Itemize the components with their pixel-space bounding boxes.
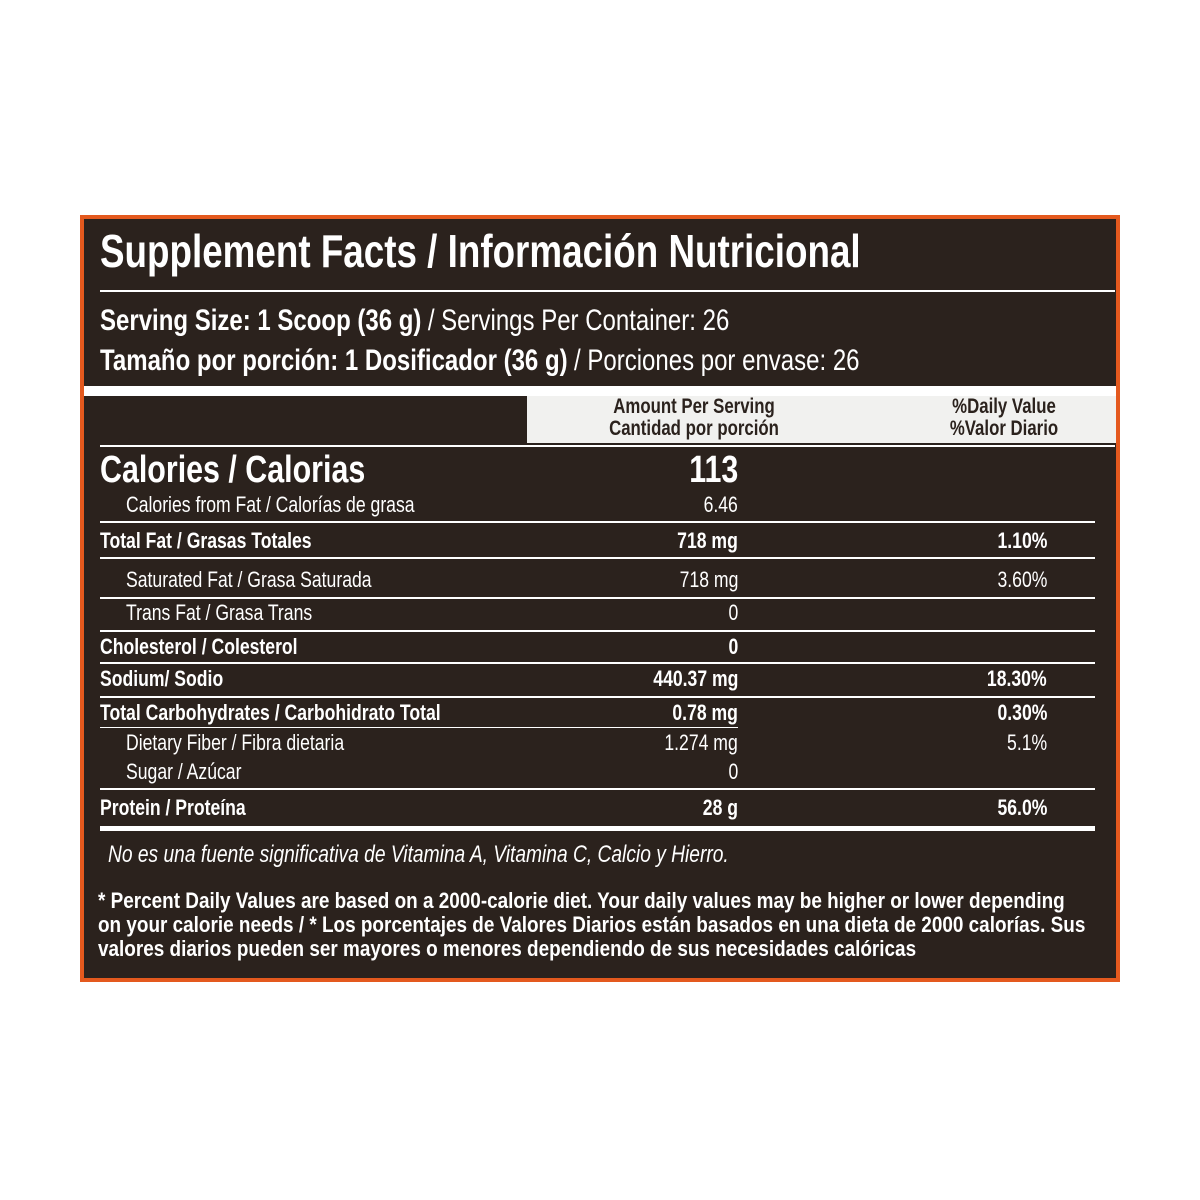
header-text: %Valor Diario (949, 417, 1059, 441)
serving-line: Tamaño por porción: 1 Dosificador (36 g)… (100, 341, 860, 380)
row-amount: 440.37 mg (652, 665, 738, 691)
row-label: Dietary Fiber / Fibra dietaria (126, 729, 345, 755)
row-amount: 718 mg (679, 566, 738, 592)
serving-text: / Porciones por envase: 26 (574, 343, 860, 377)
rule (100, 630, 1095, 632)
rule (100, 727, 738, 728)
footnote-line: valores diarios pueden ser mayores o men… (98, 935, 917, 961)
title: Supplement Facts / Información Nutricion… (100, 225, 861, 278)
header-box (527, 396, 1116, 443)
rule (100, 788, 1095, 790)
row-daily: 18.30% (987, 665, 1047, 691)
row-daily: 56.0% (997, 794, 1047, 820)
serving-bold: Serving Size: 1 Scoop (36 g) (100, 303, 422, 337)
row-label: Sugar / Azúcar (126, 758, 242, 784)
band (84, 386, 1116, 396)
rule (100, 597, 1095, 599)
row-amount: 0.78 mg (672, 699, 738, 725)
row-label: Trans Fat / Grasa Trans (126, 599, 313, 625)
row-label: Cholesterol / Colesterol (100, 633, 298, 659)
footnote-line: * Percent Daily Values are based on a 20… (98, 887, 1065, 913)
row-label: Total Fat / Grasas Totales (100, 527, 312, 553)
rule (100, 290, 1115, 292)
header-text: Amount Per Serving (613, 395, 775, 419)
serving-line: Serving Size: 1 Scoop (36 g) / Servings P… (100, 301, 729, 340)
header-text: Cantidad por porción (609, 417, 779, 441)
row-amount: 0 (728, 758, 738, 784)
rule (100, 445, 1115, 447)
row-daily: 1.10% (997, 527, 1047, 553)
rule (100, 662, 1095, 664)
row-daily: 5.1% (1006, 729, 1047, 755)
rule (100, 826, 1095, 831)
row-amount: 0 (728, 633, 738, 659)
row-label: Calories from Fat / Calorías de grasa (126, 491, 415, 517)
row-amount: 1.274 mg (664, 729, 738, 755)
row-label: Protein / Proteína (100, 794, 246, 820)
row-label: Sodium/ Sodio (100, 665, 224, 691)
header-text: %Daily Value (952, 395, 1056, 419)
rule (100, 557, 1095, 559)
row-daily: 0.30% (997, 699, 1047, 725)
row-label: Total Carbohydrates / Carbohidrato Total (100, 699, 441, 725)
row-daily: 3.60% (997, 566, 1047, 592)
rule (100, 696, 1095, 698)
row-amount: 718 mg (677, 527, 738, 553)
footnote-line: on your calorie needs / * Los porcentaje… (98, 911, 1086, 937)
row-amount: 0 (728, 599, 738, 625)
row-label: Calories / Calorias (100, 449, 366, 492)
row-label: Saturated Fat / Grasa Saturada (126, 566, 372, 592)
row-amount: 28 g (702, 794, 738, 820)
serving-text: / Servings Per Container: 26 (427, 303, 730, 337)
rule (100, 521, 1095, 523)
row-amount: 6.46 (703, 491, 738, 517)
row-amount: 113 (688, 449, 738, 492)
note: No es una fuente significativa de Vitami… (108, 841, 729, 869)
serving-bold: Tamaño por porción: 1 Dosificador (36 g) (100, 343, 568, 377)
